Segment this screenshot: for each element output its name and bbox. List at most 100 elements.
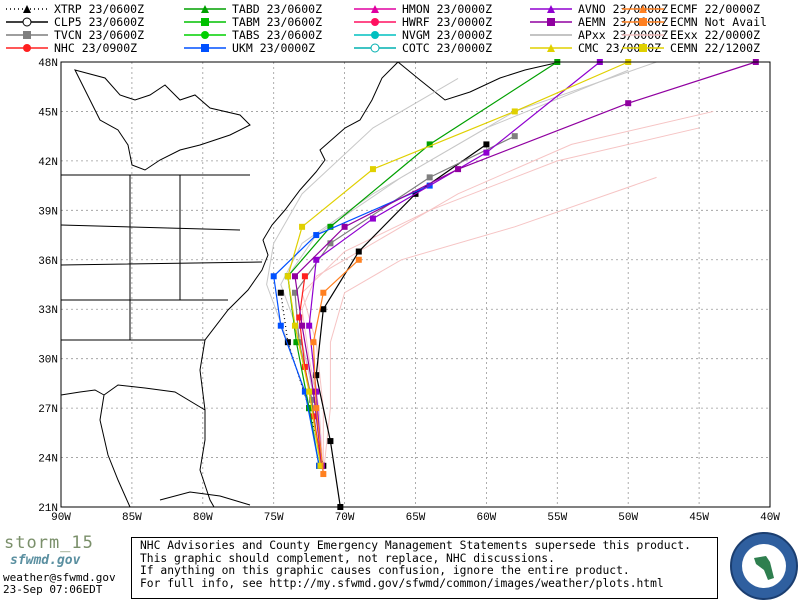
lon-tick-label: 75W xyxy=(264,512,284,524)
legend-swatch-icon xyxy=(184,18,226,26)
lon-tick-label: 45W xyxy=(689,512,709,524)
track-marker xyxy=(299,322,306,329)
lat-tick-label: 27N xyxy=(38,404,58,416)
track-marker xyxy=(308,396,315,403)
track-marker xyxy=(299,223,306,230)
legend-label: TABM 23/0600Z xyxy=(232,15,323,29)
ensemble-track xyxy=(322,176,657,475)
contact-email: weather@sfwmd.gov xyxy=(3,571,116,584)
track-marker xyxy=(313,405,320,412)
legend-swatch-icon xyxy=(354,18,396,26)
legend-label: ECMN Not Avail xyxy=(670,15,767,29)
track-marker xyxy=(291,289,298,296)
track-marker xyxy=(341,223,348,230)
model-tracks xyxy=(270,59,759,510)
track-marker xyxy=(426,174,433,181)
district-seal-icon xyxy=(730,532,798,600)
legend-label: CEMN 22/1200Z xyxy=(670,41,761,55)
track-marker xyxy=(327,438,334,445)
lat-tick-label: 45N xyxy=(38,107,58,119)
legend-label: HWRF 23/0000Z xyxy=(402,15,493,29)
cuba xyxy=(159,491,251,506)
track-marker xyxy=(313,372,320,379)
track-marker xyxy=(320,471,327,478)
disclaimer-line: If anything on this graphic causes confu… xyxy=(140,564,630,578)
legend-label: EExx 22/0000Z xyxy=(670,28,761,42)
lat-tick-label: 21N xyxy=(38,503,58,515)
disclaimer-line: For full info, see http://my.sfwmd.gov/s… xyxy=(140,576,664,590)
track-map: 90W 85W 80W 75W 70W 65W 60W 55W 50W 45W 40W 21N 24N 2… xyxy=(38,58,780,524)
us-east-coast xyxy=(99,61,399,508)
legend-swatch-icon xyxy=(354,31,396,39)
storm-name: storm_15 xyxy=(4,533,94,553)
legend-label: UKM 23/0000Z xyxy=(232,41,316,55)
lon-tick-label: 60W xyxy=(476,512,496,524)
track-marker xyxy=(327,223,334,230)
legend-swatch-icon xyxy=(184,31,226,39)
track-marker xyxy=(310,339,317,346)
track-marker xyxy=(320,289,327,296)
map-frame xyxy=(60,61,771,508)
legend-swatch-icon xyxy=(6,5,48,13)
track-marker xyxy=(369,166,376,173)
track-marker xyxy=(306,388,313,395)
lon-tick-label: 55W xyxy=(547,512,567,524)
track-marker xyxy=(327,240,334,247)
track-marker xyxy=(511,133,518,140)
legend-swatch-icon xyxy=(6,17,48,27)
great-lakes xyxy=(74,69,251,171)
legend-swatch-icon xyxy=(6,31,48,39)
track-marker xyxy=(277,322,284,329)
track-marker xyxy=(369,215,376,222)
legend-swatch-icon xyxy=(530,34,572,36)
track-marker xyxy=(313,256,320,263)
legend-label: NVGM 23/0000Z xyxy=(402,28,493,42)
lat-tick-label: 36N xyxy=(38,256,58,268)
model-track xyxy=(287,61,629,466)
track-marker xyxy=(455,166,462,173)
track-marker xyxy=(301,388,308,395)
lon-tick-label: 90W xyxy=(51,512,71,524)
legend-label: ECMF 22/0000Z xyxy=(670,2,761,16)
track-marker xyxy=(296,314,303,321)
issue-timestamp: 23-Sep 07:06EDT xyxy=(3,583,103,596)
track-marker xyxy=(355,248,362,255)
model-track xyxy=(294,61,757,466)
ensemble-track xyxy=(287,61,657,475)
track-marker xyxy=(317,462,324,469)
coastlines xyxy=(60,61,561,508)
lon-tick-label: 50W xyxy=(618,512,638,524)
lat-tick-label: 30N xyxy=(38,355,58,367)
legend-label: CLP5 23/0600Z xyxy=(54,15,145,29)
legend-label: NHC 23/0900Z xyxy=(54,41,138,55)
track-marker xyxy=(306,322,313,329)
track-marker xyxy=(293,339,300,346)
legend-swatch-icon xyxy=(530,18,572,26)
legend-swatch-icon xyxy=(6,44,48,52)
track-marker xyxy=(511,108,518,115)
legend-swatch-icon xyxy=(354,43,396,53)
lon-tick-label: 85W xyxy=(122,512,142,524)
track-marker xyxy=(301,273,308,280)
track-marker xyxy=(426,141,433,148)
sfwmd-logo: sfwmd.gov xyxy=(10,553,81,568)
legend-swatch-icon xyxy=(622,44,664,52)
lat-tick-label: 39N xyxy=(38,206,58,218)
model-track xyxy=(273,185,430,466)
lat-tick-label: 48N xyxy=(38,58,58,70)
track-marker xyxy=(284,339,291,346)
track-marker xyxy=(310,388,317,395)
legend-swatch-icon xyxy=(184,5,226,13)
legend-label: XTRP 23/0600Z xyxy=(54,2,145,16)
lat-tick-label: 42N xyxy=(38,157,58,169)
lon-tick-label: 65W xyxy=(406,512,426,524)
track-marker xyxy=(355,256,362,263)
lon-tick-label: 70W xyxy=(335,512,355,524)
model-legend: XTRP 23/0600Z CLP5 23/0600Z TVCN 23/0600Z N… xyxy=(0,0,800,56)
legend-swatch-icon xyxy=(184,44,226,52)
lat-tick-label: 33N xyxy=(38,305,58,317)
track-marker xyxy=(306,405,313,412)
track-marker xyxy=(320,306,327,313)
legend-swatch-icon xyxy=(530,5,572,13)
track-marker xyxy=(270,273,277,280)
